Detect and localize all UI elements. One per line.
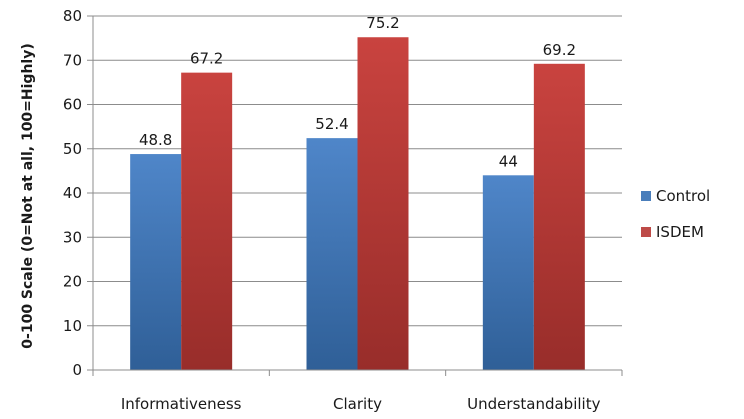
bar-isdem-clarity (357, 37, 409, 371)
legend-swatch-isdem (641, 227, 651, 237)
y-axis-title: 0-100 Scale (0=Not at all, 100=Highly) (20, 43, 36, 348)
y-tick-label: 10 (63, 317, 82, 335)
data-label: 67.2 (190, 50, 223, 68)
data-label: 48.8 (139, 131, 172, 149)
y-tick-label: 70 (63, 51, 82, 69)
bar-control-informativeness (130, 154, 182, 370)
y-tick-label: 30 (63, 228, 82, 246)
bar-isdem-understandability (533, 63, 585, 370)
legend-label-control: Control (656, 187, 710, 205)
data-label: 75.2 (366, 14, 399, 32)
x-category-label: Understandability (467, 395, 600, 413)
y-tick-label: 40 (63, 184, 82, 202)
y-tick-label: 20 (63, 273, 82, 291)
bars (130, 37, 585, 371)
data-label: 52.4 (315, 115, 348, 133)
y-tick-label: 80 (63, 7, 82, 25)
legend: Control ISDEM (641, 187, 710, 241)
x-category-label: Clarity (333, 395, 382, 413)
y-tick-label: 60 (63, 96, 82, 114)
bar-control-clarity (306, 138, 358, 370)
bar-isdem-informativeness (181, 72, 233, 370)
data-labels: 48.8 67.2 52.4 75.2 44 69.2 (139, 14, 576, 170)
legend-label-isdem: ISDEM (656, 223, 704, 241)
y-tick-label: 0 (72, 361, 82, 379)
axes: 0 10 20 30 40 50 60 70 80 Informativeness Clarity U… (63, 7, 623, 413)
legend-swatch-control (641, 191, 651, 201)
bar-control-understandability (482, 175, 534, 370)
data-label: 44 (499, 152, 518, 170)
data-label: 69.2 (543, 41, 576, 59)
y-tick-label: 50 (63, 140, 82, 158)
x-category-label: Informativeness (121, 395, 242, 413)
